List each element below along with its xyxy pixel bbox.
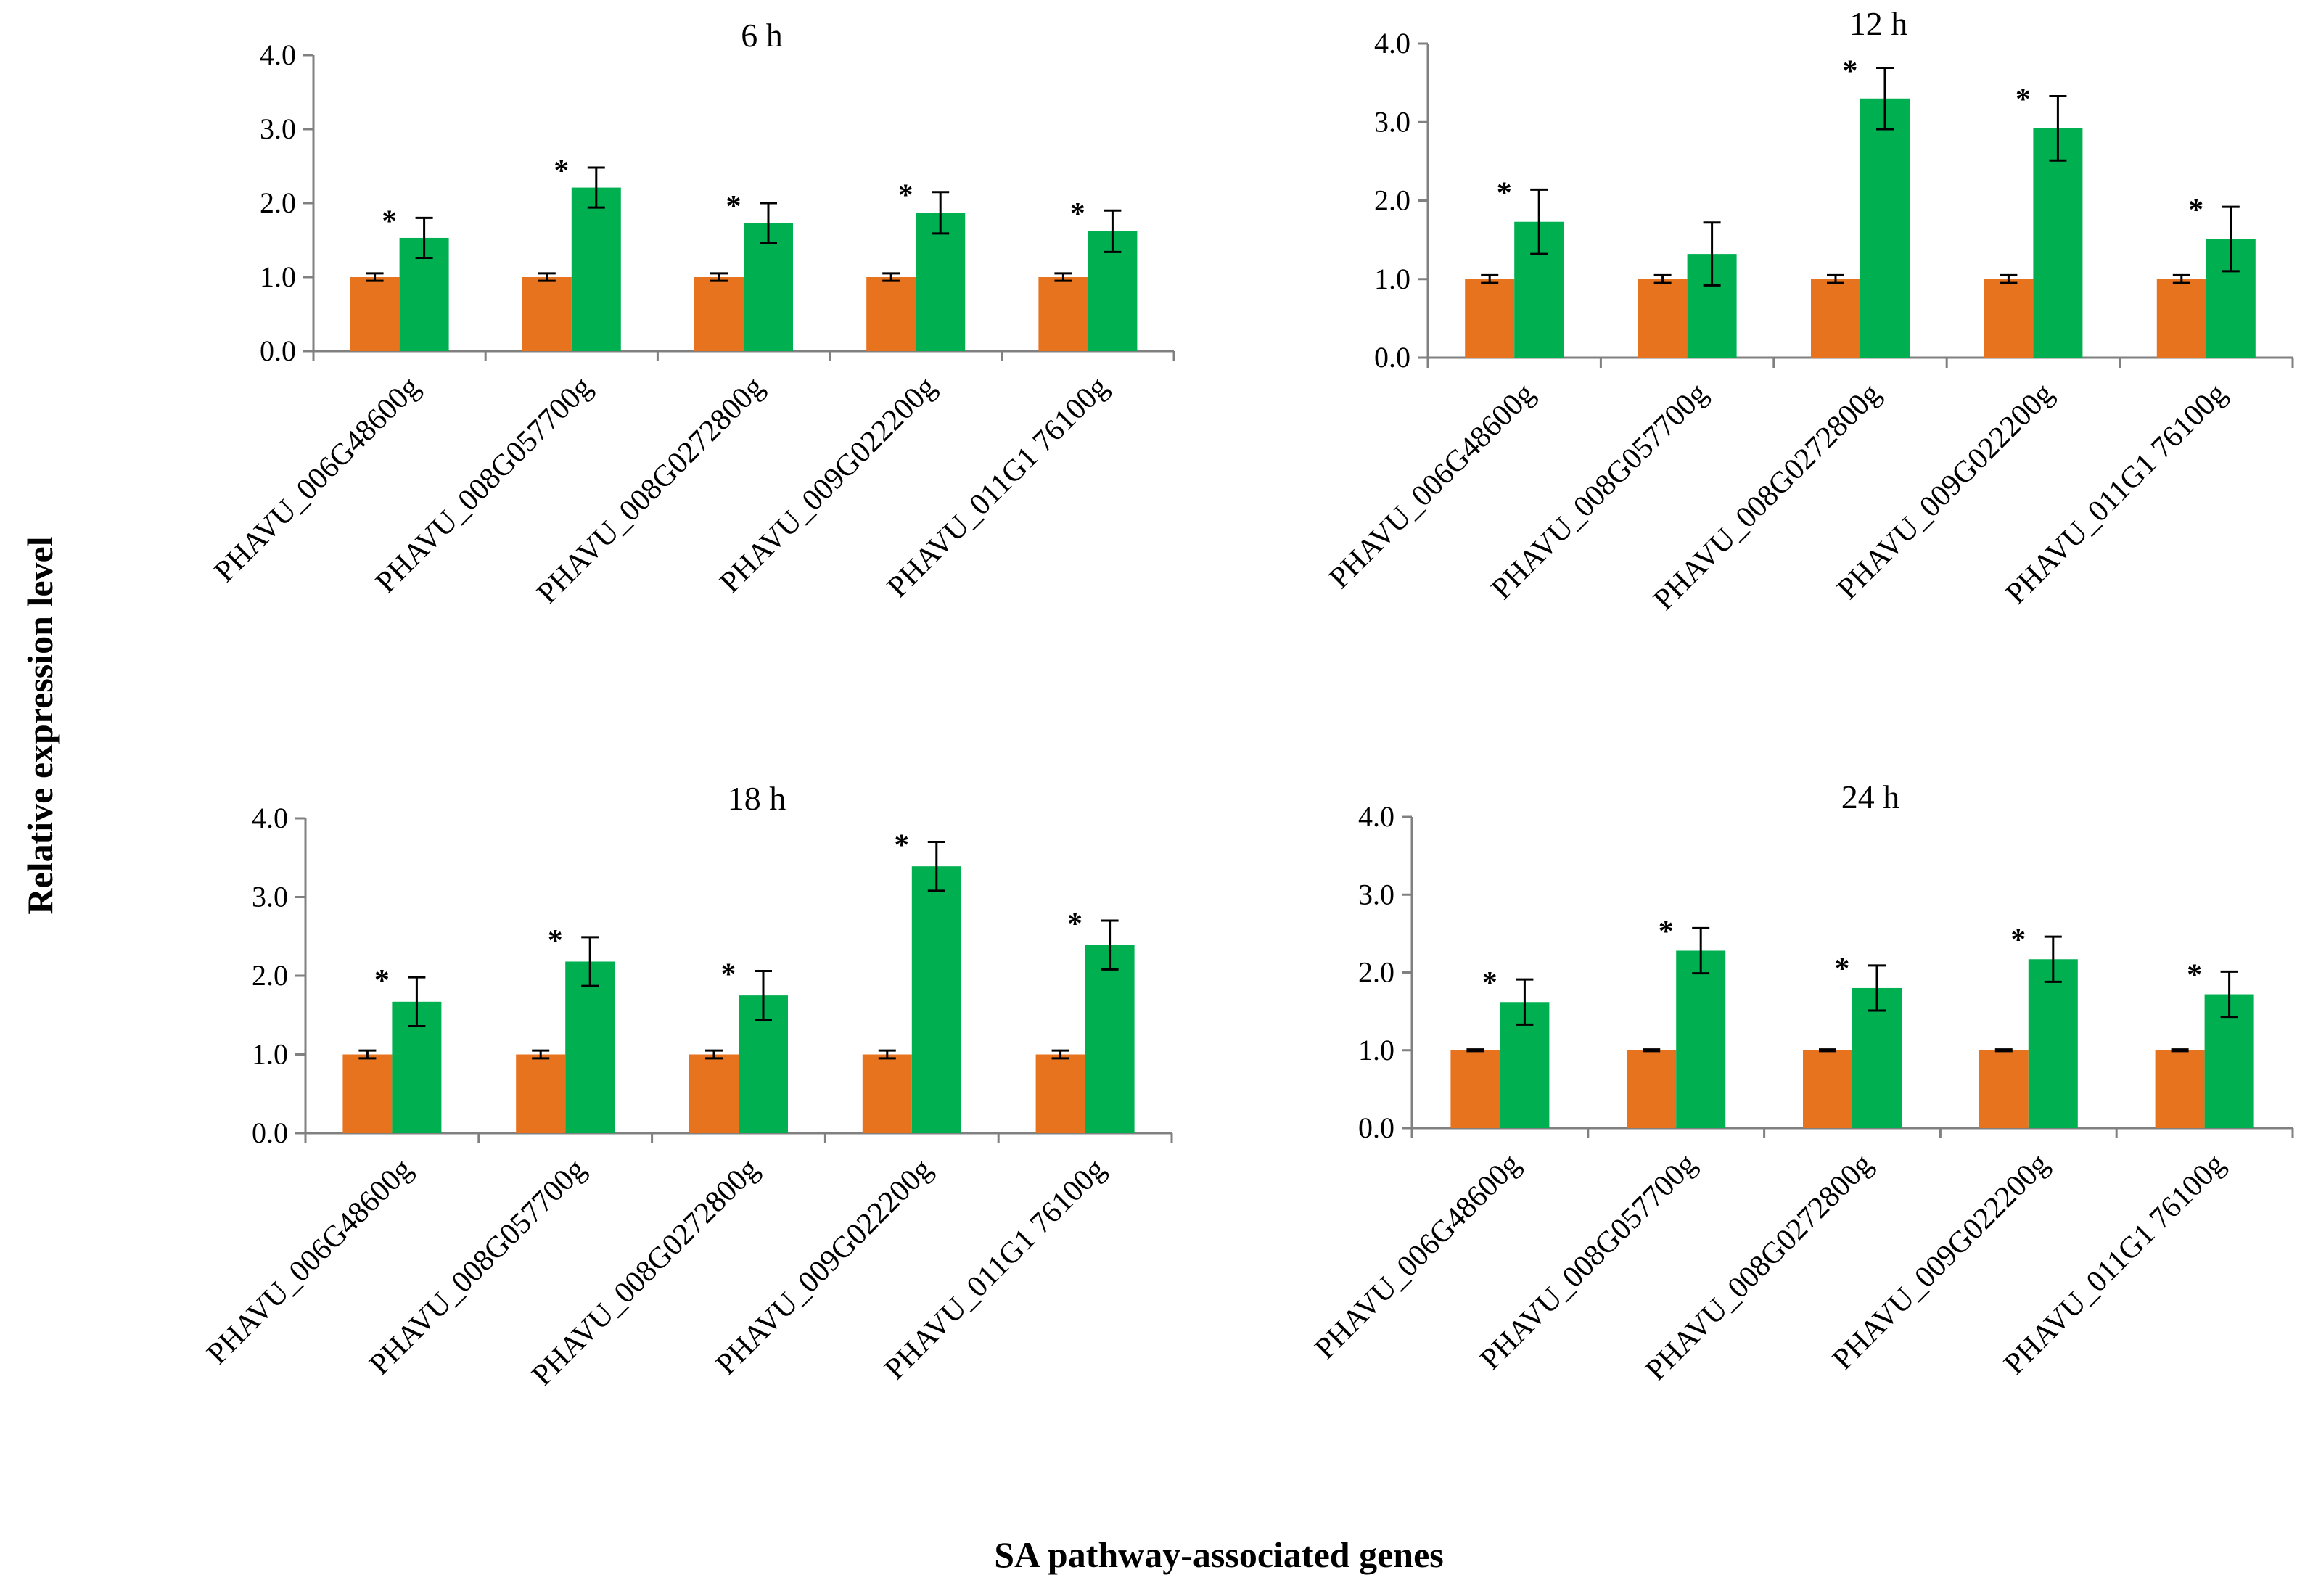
bar-control	[866, 277, 916, 351]
y-tick-label: 3.0	[1374, 105, 1410, 138]
bar-control	[689, 1054, 739, 1133]
significance-star: *	[374, 964, 390, 998]
y-tick-label: 3.0	[260, 112, 296, 145]
bar-treatment	[916, 213, 966, 351]
y-tick-label: 0.0	[1358, 1111, 1394, 1144]
y-tick-label: 1.0	[1374, 263, 1410, 295]
bar-control	[1984, 279, 2034, 358]
y-tick-label: 1.0	[260, 260, 296, 293]
chart-panel-2: 0.01.02.03.04.012 h*PHAVU_006G48600gPHAV…	[1323, 5, 2294, 617]
panel-title: 24 h	[1841, 778, 1900, 815]
significance-star: *	[2188, 194, 2203, 227]
significance-star: *	[2010, 924, 2026, 957]
bar-treatment	[1860, 98, 1910, 358]
bar-treatment	[911, 866, 961, 1133]
y-tick-label: 1.0	[252, 1038, 288, 1071]
bar-control	[1465, 279, 1515, 358]
significance-star: *	[1835, 953, 1850, 986]
bar-control	[522, 277, 572, 351]
bar-control	[1803, 1050, 1852, 1128]
y-tick-label: 0.0	[260, 334, 296, 367]
chart-panel-3: 0.01.02.03.04.018 h*PHAVU_006G48600g*PHA…	[201, 780, 1173, 1392]
bar-control	[1038, 277, 1088, 351]
significance-star: *	[1070, 197, 1085, 231]
y-tick-label: 4.0	[252, 802, 288, 834]
x-axis-title: SA pathway-associated genes	[994, 1534, 1443, 1575]
bar-treatment	[2028, 959, 2078, 1128]
bar-control	[694, 277, 744, 351]
panel-title: 18 h	[728, 780, 786, 817]
bar-control	[1979, 1050, 2029, 1128]
significance-star: *	[1843, 55, 1858, 89]
bar-control	[2156, 279, 2206, 358]
bar-control	[350, 277, 400, 351]
significance-star: *	[382, 205, 397, 238]
significance-star: *	[726, 190, 741, 223]
y-tick-label: 4.0	[1358, 800, 1394, 833]
bar-control	[1035, 1054, 1085, 1133]
bar-control	[1627, 1050, 1677, 1128]
significance-star: *	[1067, 908, 1082, 941]
bar-control	[862, 1054, 912, 1133]
chart-panels: 0.01.02.03.04.06 h*PHAVU_006G48600g*PHAV…	[201, 5, 2294, 1392]
bar-treatment	[2033, 128, 2083, 358]
bar-treatment	[1676, 950, 1726, 1128]
y-tick-label: 1.0	[1358, 1034, 1394, 1066]
panel-title: 6 h	[741, 17, 783, 54]
bar-control	[1811, 279, 1860, 358]
y-tick-label: 3.0	[1358, 878, 1394, 910]
bar-treatment	[565, 961, 615, 1133]
y-tick-label: 2.0	[1358, 956, 1394, 989]
y-axis-title: Relative expression level	[20, 536, 60, 914]
significance-star: *	[898, 179, 913, 213]
significance-star: *	[1659, 915, 1674, 948]
significance-star: *	[2016, 83, 2031, 117]
significance-star: *	[1482, 966, 1497, 1000]
bar-control	[1638, 279, 1688, 358]
bar-control	[516, 1054, 566, 1133]
bar-control	[1450, 1050, 1500, 1128]
bar-treatment	[1085, 945, 1135, 1133]
y-tick-label: 2.0	[1374, 184, 1410, 217]
bar-treatment	[744, 223, 793, 351]
y-tick-label: 0.0	[1374, 341, 1410, 374]
significance-star: *	[894, 829, 909, 863]
significance-star: *	[554, 155, 569, 188]
y-tick-label: 4.0	[260, 38, 296, 71]
significance-star: *	[548, 924, 563, 958]
panel-title: 12 h	[1849, 5, 1908, 42]
chart-panel-4: 0.01.02.03.04.024 h*PHAVU_006G48600g*PHA…	[1309, 778, 2294, 1387]
y-tick-label: 3.0	[252, 881, 288, 913]
significance-star: *	[2187, 958, 2202, 992]
bar-control	[2155, 1050, 2205, 1128]
y-tick-label: 2.0	[260, 186, 296, 219]
bar-treatment	[571, 187, 621, 351]
chart-panel-1: 0.01.02.03.04.06 h*PHAVU_006G48600g*PHAV…	[208, 17, 1175, 610]
bar-control	[342, 1054, 393, 1133]
significance-star: *	[721, 958, 736, 991]
significance-star: *	[1497, 176, 1512, 210]
y-tick-label: 2.0	[252, 959, 288, 992]
y-tick-label: 4.0	[1374, 27, 1410, 59]
y-tick-label: 0.0	[252, 1116, 288, 1149]
